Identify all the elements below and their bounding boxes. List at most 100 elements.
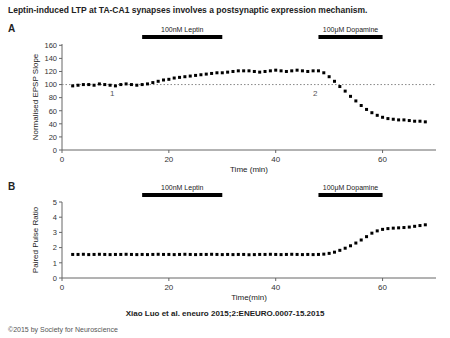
x-axis	[62, 150, 436, 151]
data-point	[226, 71, 229, 74]
data-point	[146, 82, 149, 85]
data-point	[87, 253, 90, 256]
data-point	[376, 114, 379, 117]
panel-label: B	[8, 181, 15, 192]
data-point	[210, 72, 213, 75]
data-point	[274, 69, 277, 72]
data-point	[103, 83, 106, 86]
y-tick	[59, 232, 62, 233]
data-point	[424, 223, 427, 226]
y-tick	[59, 58, 62, 59]
data-point	[317, 253, 320, 256]
y-tick-label: 5	[53, 198, 57, 207]
data-point	[301, 69, 304, 72]
data-point	[354, 242, 357, 245]
treatment-label: 100nM Leptin	[161, 184, 204, 192]
data-point	[269, 253, 272, 256]
y-tick	[59, 217, 62, 218]
data-point	[183, 75, 186, 78]
data-point	[402, 118, 405, 121]
y-tick-label: 160	[44, 41, 57, 50]
y-axis-label: Paired Pulse Ratio	[31, 206, 40, 273]
data-point	[408, 119, 411, 122]
data-point	[264, 70, 267, 73]
data-point	[365, 235, 368, 238]
x-tick-label: 0	[60, 283, 65, 292]
x-tick	[382, 278, 383, 281]
data-point	[392, 118, 395, 121]
data-point	[402, 226, 405, 229]
y-tick	[59, 150, 62, 151]
treatment-label: 100μM Dopamine	[323, 26, 379, 34]
data-point	[183, 253, 186, 256]
data-point	[205, 73, 208, 76]
y-tick-label: 4	[53, 213, 57, 222]
data-point	[157, 80, 160, 83]
data-point	[210, 253, 213, 256]
x-tick	[275, 278, 276, 281]
x-tick-label: 40	[271, 283, 280, 292]
x-tick-label: 0	[60, 155, 65, 164]
citation: Xiao Luo et al. eneuro 2015;2:ENEURO.000…	[126, 309, 325, 318]
x-axis-label: Time(min)	[231, 293, 267, 302]
data-point	[328, 75, 331, 78]
data-point	[274, 253, 277, 256]
treatment-label: 100nM Leptin	[161, 26, 204, 34]
data-point	[146, 253, 149, 256]
data-point	[360, 104, 363, 107]
data-point	[162, 253, 165, 256]
data-point	[98, 82, 101, 85]
y-tick	[59, 247, 62, 248]
data-point	[360, 239, 363, 242]
data-point	[317, 69, 320, 72]
y-tick-label: 60	[49, 107, 57, 116]
data-point	[381, 116, 384, 119]
trace-label: 1	[110, 89, 115, 98]
data-point	[285, 253, 288, 256]
copyright: ©2015 by Society for Neuroscience	[8, 326, 118, 334]
data-point	[370, 111, 373, 114]
figure: Leptin-induced LTP at TA-CA1 synapses in…	[0, 0, 450, 338]
treatment-bar	[318, 35, 382, 39]
data-point	[237, 253, 240, 256]
data-point	[215, 71, 218, 74]
y-tick	[59, 97, 62, 98]
data-point	[87, 83, 90, 86]
data-point	[226, 253, 229, 256]
data-point	[194, 253, 197, 256]
y-tick	[59, 262, 62, 263]
y-tick	[59, 136, 62, 137]
data-point	[413, 120, 416, 123]
data-point	[109, 84, 112, 87]
y-tick	[59, 84, 62, 85]
data-point	[424, 120, 427, 123]
x-axis-label: Time (min)	[230, 165, 268, 174]
y-tick	[59, 45, 62, 46]
y-tick	[59, 71, 62, 72]
data-point	[93, 253, 96, 256]
data-point	[338, 85, 341, 88]
y-tick	[59, 110, 62, 111]
y-axis	[62, 202, 63, 278]
data-point	[141, 253, 144, 256]
y-tick-label: 1	[53, 259, 57, 268]
data-point	[269, 69, 272, 72]
y-tick	[59, 123, 62, 124]
data-point	[125, 253, 128, 256]
data-point	[162, 78, 165, 81]
data-point	[413, 225, 416, 228]
data-point	[397, 118, 400, 121]
x-axis	[62, 278, 436, 279]
data-point	[253, 253, 256, 256]
data-point	[306, 70, 309, 73]
data-point	[141, 83, 144, 86]
data-point	[199, 73, 202, 76]
data-point	[221, 71, 224, 74]
data-point	[109, 253, 112, 256]
data-point	[130, 83, 133, 86]
data-point	[242, 253, 245, 256]
y-tick-label: 80	[49, 93, 57, 102]
data-point	[130, 253, 133, 256]
data-point	[98, 253, 101, 256]
data-point	[93, 84, 96, 87]
